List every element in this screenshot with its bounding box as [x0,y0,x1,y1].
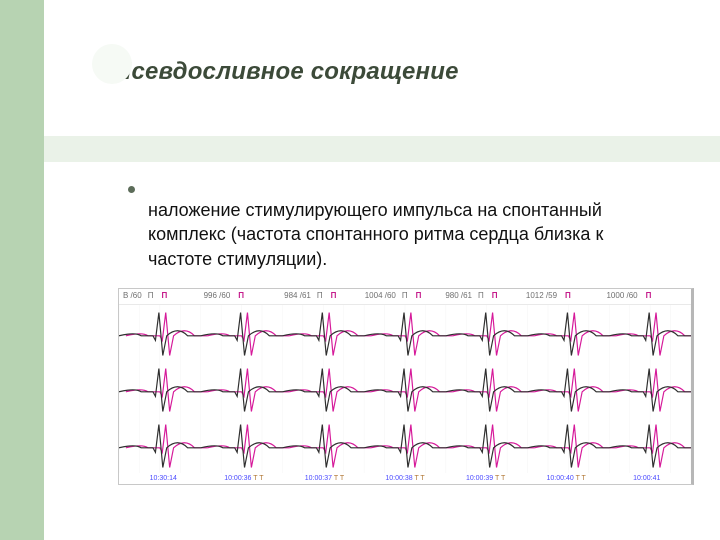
ecg-foot-tt: T T [495,475,505,482]
ecg-foot-time: 10:00:39 T T [445,475,526,482]
ecg-header: B /60ΠΠ996 /60Π984 /61ΠΠ1004 /60ΠΠ980 /6… [119,289,691,305]
ecg-svg [119,361,691,417]
ecg-header-col: 1004 /60 ΠΠ [365,291,446,300]
ecg-strip [119,361,691,417]
ecg-footer: 10:30:1410:00:36 T T10:00:37 T T10:00:38… [119,473,691,484]
ecg-strip [119,417,691,473]
ecg-svg [119,305,691,361]
ecg-foot-time: 10:00:40 T T [526,475,607,482]
side-accent-band [0,0,44,540]
ecg-col-p: Π [161,291,167,300]
ecg-col-left: 1004 /60 [365,291,396,300]
bullet-text: наложение стимулирующего импульса на спо… [148,198,660,271]
ecg-col-left: 1000 /60 [606,291,637,300]
ecg-col-mid: Π [478,291,484,300]
ecg-col-p: Π [238,291,244,300]
ecg-col-p: Π [331,291,337,300]
ecg-col-mid: Π [317,291,323,300]
ecg-panel: B /60ΠΠ996 /60Π984 /61ΠΠ1004 /60ΠΠ980 /6… [118,288,694,485]
ecg-foot-time: 10:00:41 [606,475,687,482]
ecg-col-left: 980 /61 [445,291,472,300]
ecg-foot-tt: T T [414,475,424,482]
title-underband [44,136,720,162]
slide-content: Псевдосливное сокращение наложение стиму… [44,0,720,540]
ecg-header-col: 980 /61 ΠΠ [445,291,526,300]
ecg-col-p: Π [416,291,422,300]
title-decor-circle [92,44,132,84]
ecg-strip [119,305,691,361]
ecg-col-p: Π [646,291,652,300]
bullet-dot [128,186,135,193]
ecg-col-left: B /60 [123,291,142,300]
ecg-svg [119,417,691,473]
ecg-col-left: 984 /61 [284,291,311,300]
ecg-col-p: Π [565,291,571,300]
ecg-foot-time: 10:00:36 T T [204,475,285,482]
ecg-foot-tt: T T [334,475,344,482]
ecg-col-mid: Π [148,291,154,300]
slide-title: Псевдосливное сокращение [114,58,720,86]
ecg-header-col: 996 /60 Π [204,291,285,300]
ecg-col-left: 1012 /59 [526,291,557,300]
ecg-col-mid: Π [402,291,408,300]
ecg-header-col: 1012 /59 Π [526,291,607,300]
ecg-col-p: Π [492,291,498,300]
ecg-foot-time: 10:30:14 [123,475,204,482]
ecg-foot-tt: T T [576,475,586,482]
ecg-header-col: B /60 ΠΠ [123,291,204,300]
ecg-foot-time: 10:00:38 T T [365,475,446,482]
ecg-header-col: 984 /61 ΠΠ [284,291,365,300]
ecg-foot-tt: T T [253,475,263,482]
ecg-foot-time: 10:00:37 T T [284,475,365,482]
ecg-col-left: 996 /60 [204,291,231,300]
ecg-header-col: 1000 /60 Π [606,291,687,300]
